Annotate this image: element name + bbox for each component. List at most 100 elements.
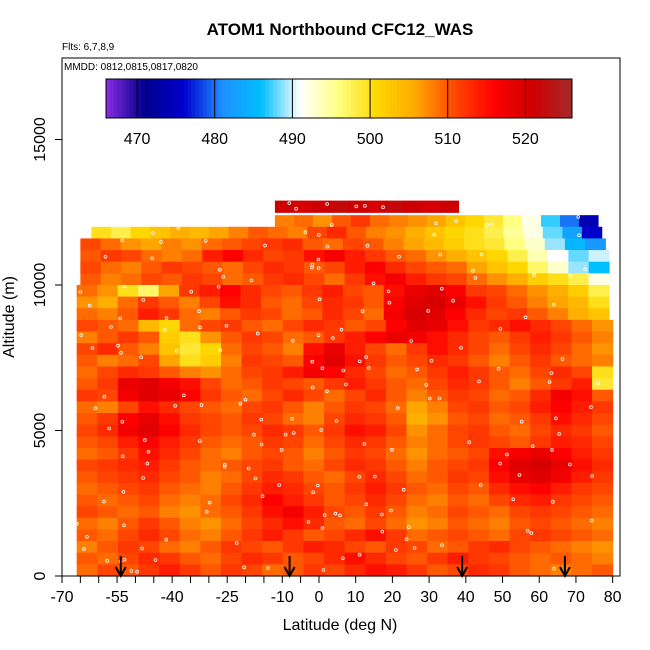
colorbar-segment	[416, 79, 422, 118]
heatmap-cell	[486, 273, 508, 286]
heatmap-cell	[464, 226, 485, 240]
heatmap-cell	[76, 284, 98, 298]
heatmap-cell	[486, 284, 508, 298]
heatmap-cell	[447, 447, 469, 461]
heatmap-cell	[406, 378, 428, 391]
heatmap-cell	[488, 389, 511, 402]
heatmap-cell	[283, 261, 305, 274]
colorbar-segment	[172, 79, 177, 118]
heatmap-cell	[463, 238, 485, 251]
heatmap-cell	[117, 378, 140, 391]
heatmap-cell	[303, 494, 325, 507]
heatmap-cell	[241, 366, 263, 379]
sample-point	[477, 379, 481, 384]
sample-point	[454, 219, 458, 223]
heatmap-cell	[324, 378, 346, 391]
heatmap-cell	[97, 506, 119, 519]
heatmap-cell	[138, 319, 160, 333]
heatmap-cell	[324, 482, 346, 496]
sample-point	[415, 367, 419, 372]
heatmap-cell	[464, 215, 485, 228]
colorbar-segment	[432, 79, 437, 118]
colorbar-segment	[152, 79, 157, 118]
heatmap-cell	[200, 447, 222, 461]
heatmap-cell	[507, 261, 529, 274]
sample-point	[478, 483, 483, 487]
heatmap-cell	[571, 319, 593, 333]
heatmap-cell	[97, 424, 119, 437]
sample-point	[259, 442, 264, 447]
heatmap-cell	[406, 413, 428, 426]
heatmap-cell	[509, 413, 531, 426]
heatmap-cell	[509, 436, 531, 449]
sample-point	[159, 240, 163, 244]
heatmap-cell	[301, 296, 323, 309]
colorbar-segment	[564, 79, 569, 118]
heatmap-cell	[138, 424, 160, 437]
colorbar-segment	[276, 79, 282, 118]
heatmap-cell	[488, 564, 511, 577]
heatmap-cell	[385, 447, 408, 461]
heatmap-cell	[426, 273, 447, 286]
heatmap-cell	[322, 284, 344, 298]
heatmap-cell	[344, 331, 366, 344]
sample-point	[432, 232, 437, 237]
heatmap-cell	[571, 343, 593, 356]
heatmap-cell	[465, 308, 487, 321]
heatmap-cell	[592, 413, 614, 426]
heatmap-cell	[509, 459, 531, 472]
heatmap-cell	[488, 494, 511, 507]
heatmap-cell	[138, 471, 160, 484]
heatmap-cell	[465, 284, 487, 298]
heatmap-cell	[220, 308, 242, 321]
sample-point	[490, 222, 494, 226]
heatmap-cell	[97, 447, 119, 461]
heatmap-cell	[169, 226, 191, 240]
heatmap-cell	[76, 552, 98, 565]
heatmap-cell	[383, 296, 405, 309]
heatmap-cell	[158, 308, 180, 321]
heatmap-cell	[509, 447, 531, 461]
sample-point	[135, 569, 139, 574]
sample-point	[401, 487, 406, 492]
heatmap-cell	[365, 436, 387, 449]
colorbar-segment	[393, 79, 398, 118]
sample-point	[316, 333, 321, 338]
heatmap-cell	[447, 459, 469, 472]
colorbar-segment	[300, 79, 305, 118]
sample-point	[145, 461, 150, 466]
heatmap-cell	[365, 366, 387, 379]
heatmap-cell	[344, 552, 366, 565]
heatmap-cell	[369, 215, 390, 228]
heatmap-cell	[385, 552, 408, 565]
heatmap-cell	[220, 494, 243, 507]
heatmap-cell	[117, 354, 140, 368]
sample-point	[153, 558, 158, 562]
heatmap-cell	[220, 447, 243, 461]
heatmap-cell	[283, 250, 305, 263]
colorbar-segment	[439, 79, 445, 118]
heatmap-cell	[488, 319, 511, 333]
heatmap-cell	[592, 354, 614, 368]
heatmap-cell	[468, 343, 490, 356]
colorbar-segment	[436, 79, 441, 118]
heatmap-cell	[468, 354, 490, 368]
heatmap-cell	[262, 436, 284, 449]
colorbar-tick-label: 470	[124, 131, 151, 148]
heatmap-cell	[592, 541, 614, 554]
heatmap-cell	[220, 424, 243, 437]
heatmap-cell	[282, 436, 305, 449]
heatmap-cell	[365, 459, 387, 472]
heatmap-cell	[344, 459, 366, 472]
heatmap-cell	[488, 378, 511, 391]
heatmap-cell	[405, 273, 427, 286]
heatmap-cell	[421, 200, 441, 213]
sample-point	[197, 309, 201, 314]
heatmap-cell	[97, 401, 119, 414]
heatmap-cell	[468, 459, 490, 472]
heatmap-cell	[159, 541, 181, 554]
sample-points-layer	[75, 201, 600, 574]
heatmap-cell	[220, 413, 243, 426]
colorbar-segment	[272, 79, 278, 118]
heatmap-cell	[117, 319, 140, 333]
